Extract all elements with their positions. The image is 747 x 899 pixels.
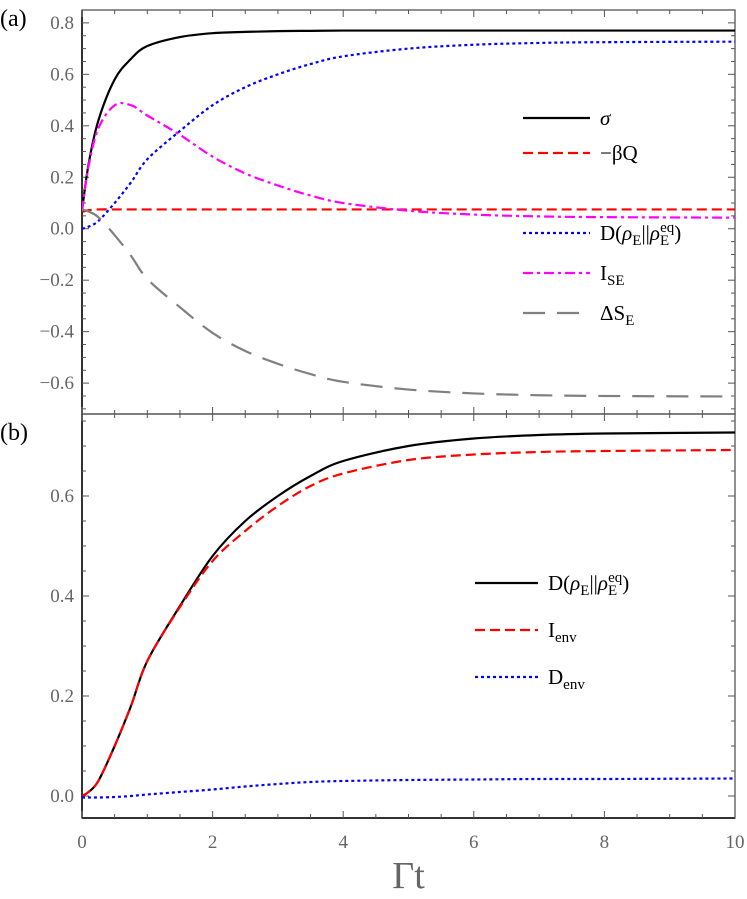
x-tick-label: 2 [208, 832, 218, 853]
x-axis-label: Γt [392, 855, 425, 897]
series-line-4 [82, 208, 735, 398]
legend-text-part: Q [623, 141, 638, 165]
legend-text-part: −β [600, 141, 623, 165]
panel-b: 0.00.20.40.60 2 4 6 8 10Γt(b)D(ρE||ρEeq)IenvD… [0, 413, 745, 897]
legend-text-part: SE [607, 273, 625, 289]
series-line-3 [82, 101, 735, 219]
legend-text-part: E [608, 583, 617, 599]
series-line-2 [82, 777, 735, 799]
legend-entry: D(ρE||ρEeq) [548, 570, 629, 599]
legend-text-part: E [580, 583, 589, 599]
series-line-1 [82, 208, 735, 214]
x-tick-label: 10 [726, 832, 745, 853]
legend-text-part: ρ [621, 221, 632, 245]
legend-text-part: ρ [569, 571, 580, 595]
legend-entry: −βQ [600, 141, 638, 165]
legend-text-part: σ [600, 106, 612, 130]
panel-label: (b) [0, 420, 28, 446]
legend-text-part: D [548, 665, 563, 689]
legend-text-part: E [660, 233, 669, 249]
legend-entry: ISE [600, 261, 625, 289]
y-tick-label: 0.4 [50, 116, 74, 137]
x-tick-label: 0 [77, 832, 87, 853]
panel-a: −0.6−0.4−0.20.00.20.40.60.8(a)σ−βQD(ρE||… [0, 6, 736, 415]
x-tick-label: 4 [338, 832, 348, 853]
legend-text-part: D( [548, 571, 570, 595]
legend-text-part: eq [660, 220, 675, 236]
y-tick-label: −0.4 [40, 322, 75, 343]
y-tick-label: 0.0 [50, 786, 74, 807]
y-tick-label: 0.6 [50, 64, 74, 85]
y-tick-label: 0.4 [50, 586, 74, 607]
y-tick-label: 0.2 [50, 167, 74, 188]
legend-text-part: ) [674, 221, 681, 245]
series-line-0 [82, 29, 735, 211]
y-tick-label: −0.6 [40, 373, 74, 394]
legend-text-part: E [625, 313, 634, 329]
legend-text-part: I [548, 618, 555, 642]
y-tick-label: 0.6 [50, 486, 74, 507]
legend-entry: D(ρE||ρEeq) [600, 220, 681, 249]
series-line-0 [82, 431, 735, 797]
legend-text-part: ρ [597, 571, 608, 595]
legend-text-part: eq [608, 570, 623, 586]
plot-frame [81, 413, 736, 819]
legend-entry: ΔSE [600, 301, 634, 329]
x-tick-label: 8 [600, 832, 610, 853]
x-tick-label: 6 [469, 832, 479, 853]
y-tick-label: −0.2 [40, 270, 74, 291]
plot-frame [81, 9, 736, 415]
legend-entry: σ [600, 106, 612, 130]
series-line-2 [82, 40, 735, 230]
y-tick-label: 0.0 [50, 219, 74, 240]
legend-text-part: ΔS [600, 301, 625, 325]
y-tick-label: 0.8 [50, 13, 74, 34]
legend-text-part: ) [622, 571, 629, 595]
legend-text-part: env [555, 630, 577, 646]
legend-text-part: || [589, 571, 597, 595]
legend-entry: Denv [548, 665, 585, 693]
legend-text-part: E [632, 233, 641, 249]
legend-text-part: || [641, 221, 649, 245]
y-tick-label: 0.2 [50, 686, 74, 707]
legend-text-part: I [600, 261, 607, 285]
legend-text-part: ρ [649, 221, 660, 245]
legend-text-part: D( [600, 221, 622, 245]
series-line-1 [82, 448, 735, 797]
legend-entry: Ienv [548, 618, 577, 646]
legend-text-part: env [563, 677, 585, 693]
panel-label: (a) [0, 6, 27, 32]
